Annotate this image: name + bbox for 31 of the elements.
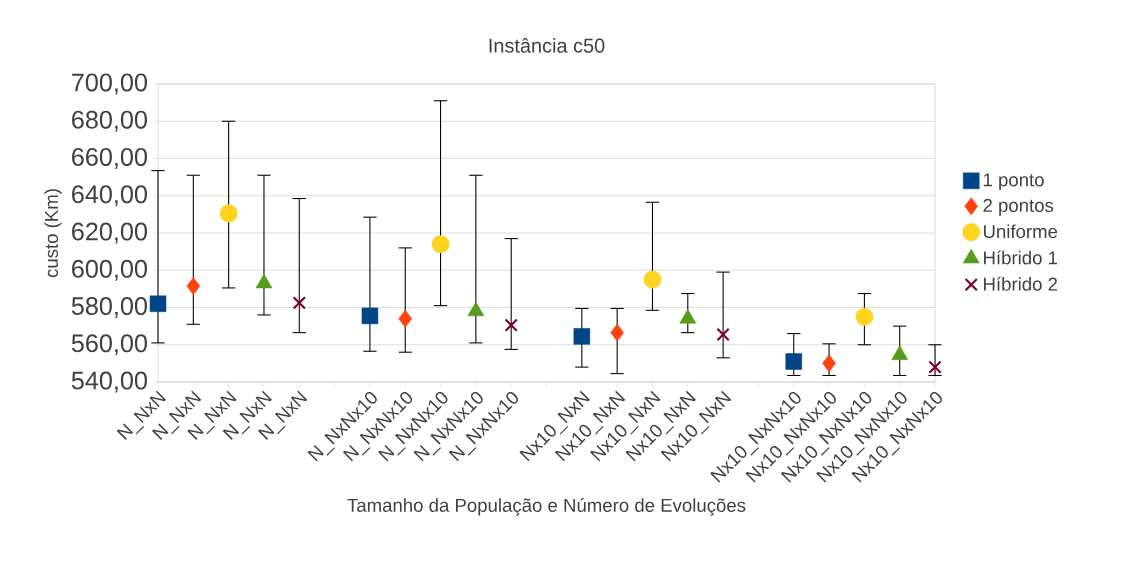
y-tick-label: 660,00 <box>72 148 147 169</box>
point <box>292 296 306 310</box>
legend-label: 2 pontos <box>983 198 1054 216</box>
point <box>573 328 591 345</box>
legend-label: 1 ponto <box>983 173 1044 191</box>
point <box>504 318 518 332</box>
y-tick-label: 560,00 <box>71 334 147 356</box>
chart-title: Instância c50 <box>489 38 605 53</box>
point <box>716 327 730 342</box>
legend-label: Híbrido 1 <box>984 250 1058 265</box>
point <box>610 323 624 342</box>
point <box>361 307 379 325</box>
point <box>431 235 450 254</box>
y-tick-label: 620,00 <box>72 222 147 244</box>
legend-label: Uniforme <box>983 224 1058 239</box>
y-tick-label: 700,00 <box>72 73 147 95</box>
y-tick-label: 640,00 <box>72 185 147 207</box>
point <box>186 277 201 295</box>
point <box>398 309 412 328</box>
x-axis-title: Tamanho da População e Número de Evoluções <box>347 498 746 516</box>
point <box>785 353 802 370</box>
point <box>643 270 662 289</box>
y-tick-label: 580,00 <box>71 297 147 318</box>
point <box>149 295 167 313</box>
y-axis-title: custo (Km) <box>44 189 62 278</box>
point <box>855 307 874 326</box>
legend-label: Híbrido 2 <box>984 276 1058 291</box>
y-tick-label: 600,00 <box>72 259 147 281</box>
y-tick-label: 540,00 <box>71 371 147 393</box>
y-tick-label: 680,00 <box>72 110 147 132</box>
point <box>219 204 238 223</box>
